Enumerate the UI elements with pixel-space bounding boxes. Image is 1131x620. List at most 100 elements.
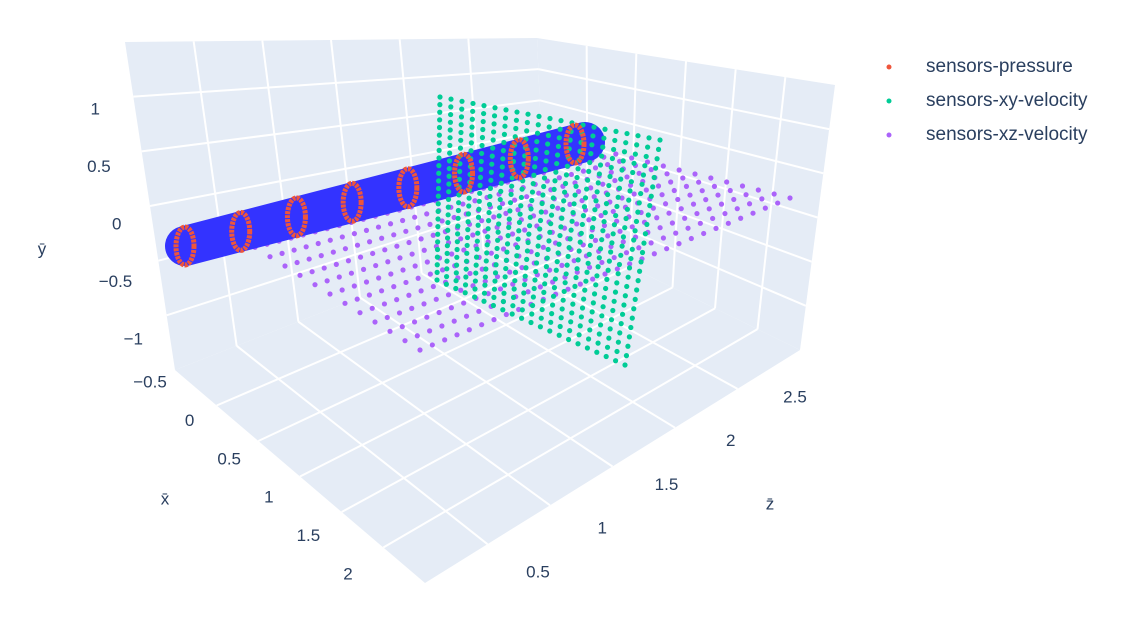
xy-velocity-point	[476, 206, 482, 212]
xy-velocity-point	[546, 124, 552, 130]
xy-velocity-point	[585, 260, 591, 266]
xy-velocity-point	[444, 266, 450, 272]
xy-velocity-point	[587, 242, 593, 249]
xy-velocity-point	[628, 255, 634, 262]
xy-velocity-point	[605, 267, 611, 273]
xy-velocity-point	[597, 162, 604, 168]
xy-velocity-point	[436, 132, 442, 138]
xy-velocity-point	[623, 140, 629, 146]
xz-velocity-point	[743, 192, 749, 198]
xy-velocity-point	[603, 201, 610, 207]
xz-velocity-point	[574, 221, 580, 227]
xy-velocity-point	[443, 273, 450, 280]
xy-velocity-point	[575, 257, 581, 263]
xy-velocity-point	[436, 170, 442, 176]
xz-velocity-point	[612, 177, 618, 184]
xy-velocity-point	[631, 237, 637, 243]
xz-velocity-point	[703, 197, 709, 203]
xy-velocity-point	[503, 265, 509, 272]
xy-velocity-point	[548, 221, 554, 227]
xy-velocity-point	[562, 180, 569, 187]
xz-velocity-point	[604, 161, 611, 168]
xy-velocity-point	[558, 224, 564, 230]
xy-velocity-point	[655, 146, 662, 152]
xz-velocity-point	[586, 264, 593, 270]
xz-velocity-point	[448, 305, 454, 311]
xz-velocity-point	[671, 187, 677, 194]
xy-velocity-point	[492, 105, 498, 111]
xy-velocity-point	[581, 296, 587, 302]
xy-velocity-point	[556, 332, 562, 338]
xy-velocity-point	[559, 215, 565, 221]
z-tick-label: 0.5	[526, 562, 550, 581]
xy-velocity-point	[526, 223, 533, 229]
xy-velocity-point	[608, 249, 614, 255]
xy-velocity-point	[536, 113, 542, 119]
xy-velocity-point	[483, 266, 489, 272]
xy-velocity-point	[642, 231, 649, 237]
xy-velocity-point	[591, 124, 597, 130]
xy-velocity-point	[611, 222, 618, 228]
xy-velocity-point	[437, 94, 443, 100]
xz-velocity-point	[718, 201, 725, 207]
xy-velocity-point	[527, 214, 533, 220]
xy-velocity-point	[539, 200, 545, 207]
xz-velocity-point	[644, 159, 651, 165]
xz-velocity-point	[400, 267, 406, 273]
xy-velocity-point	[447, 142, 453, 149]
xy-velocity-point	[565, 253, 571, 259]
xz-velocity-point	[500, 246, 507, 252]
xy-velocity-point	[624, 283, 630, 290]
xy-velocity-point	[458, 129, 464, 136]
xy-velocity-point	[566, 245, 572, 251]
x-tick-label: 1	[264, 488, 273, 507]
xz-velocity-point	[339, 234, 345, 240]
xz-velocity-point	[636, 245, 642, 251]
xy-velocity-point	[596, 255, 602, 261]
xz-velocity-point	[734, 206, 740, 212]
xy-velocity-point	[600, 304, 606, 310]
xz-velocity-point	[664, 246, 670, 252]
xy-velocity-point	[607, 326, 613, 332]
xz-velocity-point	[415, 275, 421, 281]
xy-velocity-point	[648, 193, 654, 199]
xz-velocity-point	[382, 247, 388, 253]
xy-velocity-point	[489, 153, 495, 159]
xz-velocity-point	[424, 259, 430, 265]
xy-velocity-point	[646, 135, 652, 141]
xz-velocity-point	[694, 210, 700, 217]
xy-velocity-point	[458, 137, 464, 143]
xy-velocity-point	[597, 322, 604, 328]
xy-velocity-point	[544, 255, 550, 261]
xy-velocity-point	[465, 219, 471, 225]
xy-velocity-point	[608, 317, 615, 323]
xy-velocity-point	[580, 122, 586, 128]
xy-velocity-point	[543, 264, 550, 270]
xz-velocity-point	[387, 328, 393, 334]
xy-velocity-point	[603, 285, 609, 292]
xy-velocity-point	[585, 336, 592, 342]
xz-velocity-point	[427, 328, 433, 334]
xy-velocity-point	[583, 278, 589, 284]
xy-velocity-point	[513, 117, 520, 123]
xy-velocity-point	[611, 146, 617, 153]
xy-velocity-point	[485, 234, 491, 240]
xy-velocity-point	[590, 300, 596, 306]
xy-velocity-point	[529, 189, 536, 195]
y-tick-label: 0	[112, 214, 121, 233]
xz-velocity-point	[279, 250, 285, 256]
xy-velocity-point	[599, 237, 605, 243]
xz-velocity-point	[692, 171, 698, 177]
xy-velocity-point	[572, 192, 578, 198]
xy-velocity-point	[466, 195, 472, 201]
xy-velocity-point	[584, 345, 591, 351]
xy-velocity-point	[553, 267, 559, 273]
xy-velocity-point	[454, 254, 460, 260]
xz-velocity-point	[387, 221, 394, 227]
xy-velocity-point	[528, 206, 534, 212]
xy-velocity-point	[435, 201, 441, 207]
xy-velocity-point	[486, 209, 492, 216]
xy-velocity-point	[594, 273, 600, 279]
xz-velocity-point	[406, 292, 412, 298]
xy-velocity-point	[641, 240, 647, 246]
